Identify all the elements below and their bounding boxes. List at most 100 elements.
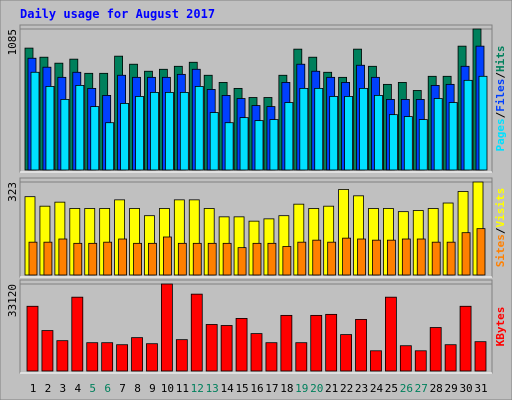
bar xyxy=(58,238,68,276)
bar xyxy=(327,241,337,276)
x-tick-label: 27 xyxy=(415,382,428,395)
bar xyxy=(252,242,262,276)
bar xyxy=(235,318,248,372)
bar xyxy=(416,238,426,276)
bar xyxy=(43,241,53,276)
bar xyxy=(429,327,442,372)
bar xyxy=(384,296,397,372)
bar xyxy=(463,79,473,171)
bar xyxy=(280,314,293,372)
bar xyxy=(267,242,277,276)
x-tick-label: 25 xyxy=(385,382,398,395)
bar xyxy=(222,242,232,276)
x-tick-label: 7 xyxy=(119,382,126,395)
x-tick-label: 14 xyxy=(221,382,235,395)
bar xyxy=(265,342,278,372)
legend-separator: / xyxy=(494,72,507,79)
x-tick-label: 9 xyxy=(149,382,156,395)
bar xyxy=(175,339,188,372)
bar xyxy=(164,92,174,171)
legend: KBytes xyxy=(494,307,507,347)
x-tick-label: 8 xyxy=(134,382,141,395)
chart-title: Daily usage for August 2017 xyxy=(20,7,215,21)
bar xyxy=(374,95,383,171)
x-tick-label: 15 xyxy=(235,382,248,395)
bar xyxy=(160,283,173,372)
bar xyxy=(448,102,458,171)
bar xyxy=(312,239,322,276)
legend-entry: Pages xyxy=(494,118,507,151)
bar xyxy=(146,343,158,372)
x-tick-label: 6 xyxy=(104,382,111,395)
x-tick-label: 4 xyxy=(74,382,81,395)
bar xyxy=(476,228,486,276)
bar xyxy=(284,102,294,171)
bar xyxy=(282,246,292,276)
bar xyxy=(133,242,142,276)
bar xyxy=(237,247,247,276)
bar xyxy=(325,313,338,372)
x-tick-label: 24 xyxy=(370,382,384,395)
bar xyxy=(461,232,471,276)
y-tick-label: 323 xyxy=(6,182,19,202)
x-tick-label: 5 xyxy=(89,382,96,395)
bar xyxy=(26,305,39,372)
bar xyxy=(297,241,307,276)
x-tick-label: 17 xyxy=(265,382,278,395)
bar xyxy=(209,112,219,171)
x-tick-label: 29 xyxy=(445,382,458,395)
bar xyxy=(239,117,249,171)
bar xyxy=(329,96,339,171)
bar xyxy=(401,238,411,276)
x-tick-label: 19 xyxy=(295,382,308,395)
bar xyxy=(418,119,428,171)
x-tick-label: 26 xyxy=(400,382,413,395)
bar xyxy=(474,341,487,372)
x-tick-label: 31 xyxy=(474,382,487,395)
bar xyxy=(194,86,204,171)
bar xyxy=(386,239,396,276)
bar xyxy=(344,96,354,171)
x-tick-label: 22 xyxy=(340,382,353,395)
legend-entry: Visits xyxy=(494,188,507,228)
bar xyxy=(60,99,70,171)
bar xyxy=(162,236,172,276)
bar xyxy=(250,333,263,372)
bar xyxy=(403,116,413,171)
bar xyxy=(414,350,427,372)
legend: Sites/Visits xyxy=(494,188,507,268)
bar xyxy=(370,350,382,372)
bar xyxy=(88,242,98,276)
x-tick-label: 11 xyxy=(176,382,189,395)
legend: Pages/Files/Hits xyxy=(494,46,507,152)
legend-entry: KBytes xyxy=(494,307,507,347)
bar xyxy=(314,87,324,171)
bar xyxy=(433,98,443,171)
bar xyxy=(310,314,323,372)
bar xyxy=(340,334,353,372)
bar xyxy=(478,75,488,171)
bar xyxy=(28,241,38,276)
bar xyxy=(224,122,234,171)
bar xyxy=(359,87,368,171)
x-tick-label: 16 xyxy=(250,382,263,395)
bar xyxy=(120,103,129,171)
legend-entry: Hits xyxy=(494,46,507,73)
bar xyxy=(459,305,472,372)
bar xyxy=(190,293,203,372)
x-tick-label: 1 xyxy=(30,382,37,395)
bar xyxy=(116,344,128,372)
bar xyxy=(444,344,457,372)
bar xyxy=(90,106,100,171)
bar xyxy=(56,340,69,372)
bar xyxy=(399,345,412,372)
bar xyxy=(101,342,114,372)
bar xyxy=(254,120,264,171)
x-tick-label: 21 xyxy=(325,382,338,395)
bar xyxy=(45,86,55,171)
bar xyxy=(372,239,381,276)
x-tick-label: 30 xyxy=(459,382,472,395)
bar xyxy=(150,92,159,171)
bar xyxy=(388,114,398,171)
